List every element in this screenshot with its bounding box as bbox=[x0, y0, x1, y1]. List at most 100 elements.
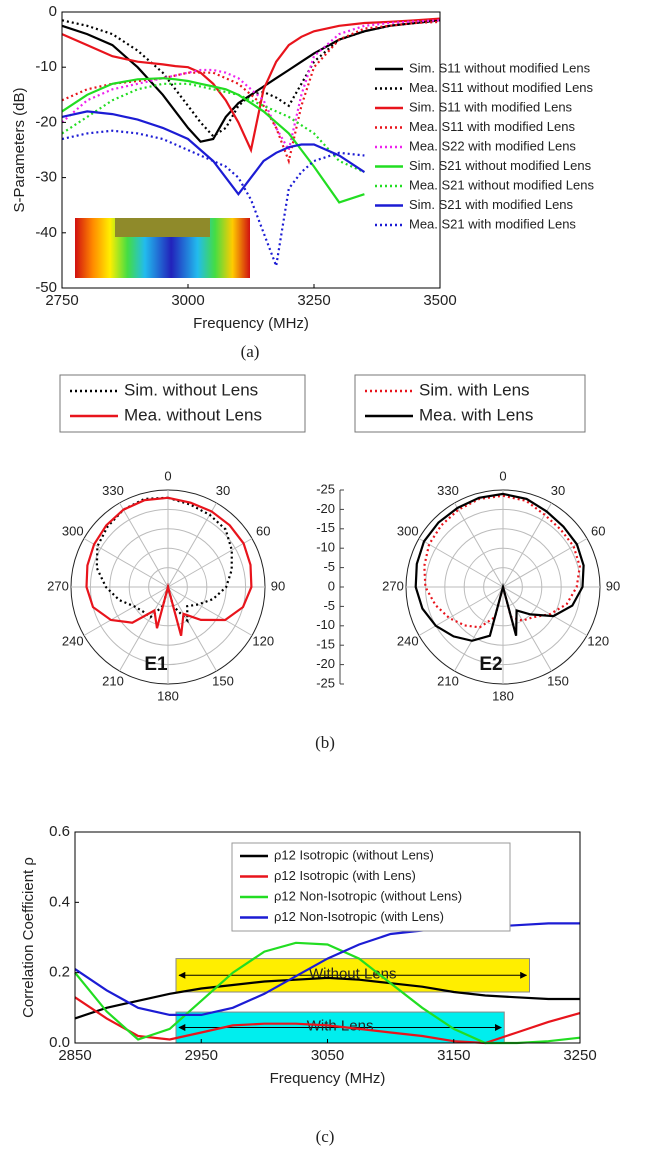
theta-tick-label: 150 bbox=[547, 674, 569, 689]
polar-annotation: E2 bbox=[479, 654, 502, 675]
legend-label: Mea. without Lens bbox=[124, 405, 262, 424]
r-tick-label: -20 bbox=[316, 501, 335, 516]
theta-tick-label: 0 bbox=[499, 468, 506, 483]
theta-tick-label: 30 bbox=[216, 483, 230, 498]
r-tick-label: -20 bbox=[316, 656, 335, 671]
x-tick-label: 2850 bbox=[58, 1047, 91, 1064]
polar-spoke bbox=[502, 586, 588, 636]
legend-label: Mea. S11 without modified Lens bbox=[409, 80, 594, 95]
y-axis-title: Correlation Coefficient ρ bbox=[20, 857, 37, 1018]
polar-spoke bbox=[502, 586, 552, 672]
caption: (c) bbox=[316, 1127, 335, 1146]
legend-label: Sim. with Lens bbox=[419, 380, 530, 399]
theta-tick-label: 270 bbox=[382, 578, 404, 593]
polar-spoke bbox=[167, 586, 253, 636]
plot-frame bbox=[61, 11, 441, 289]
x-tick-label: 3250 bbox=[297, 292, 330, 309]
y-tick-label: 0.2 bbox=[49, 964, 70, 981]
r-tick-label: -10 bbox=[316, 617, 335, 632]
theta-tick-label: 180 bbox=[157, 688, 179, 703]
theta-tick-label: 300 bbox=[62, 523, 84, 538]
theta-tick-label: 270 bbox=[47, 578, 69, 593]
x-tick-label: 3050 bbox=[311, 1047, 344, 1064]
r-tick-label: -25 bbox=[316, 675, 335, 690]
y-tick-label: -40 bbox=[35, 224, 57, 241]
polar-spoke bbox=[83, 586, 169, 636]
x-axis-title: Frequency (MHz) bbox=[193, 315, 309, 332]
legend-label: Sim. S21 with modified Lens bbox=[409, 197, 574, 212]
theta-tick-label: 330 bbox=[437, 483, 459, 498]
inset-field-map bbox=[75, 218, 250, 278]
series-line bbox=[74, 976, 580, 1020]
theta-tick-label: 180 bbox=[492, 688, 514, 703]
polar-spoke bbox=[502, 502, 552, 588]
series-line bbox=[61, 129, 365, 271]
polar-spoke bbox=[167, 502, 217, 588]
y-tick-label: 0 bbox=[49, 3, 57, 20]
r-tick-label: -5 bbox=[323, 598, 335, 613]
series-line bbox=[61, 20, 441, 165]
legend-label: Mea. with Lens bbox=[419, 405, 533, 424]
theta-tick-label: 60 bbox=[256, 523, 270, 538]
theta-tick-label: 90 bbox=[271, 578, 285, 593]
legend-label: Sim. S21 without modified Lens bbox=[409, 158, 592, 173]
series-line bbox=[414, 492, 585, 642]
legend-box bbox=[354, 374, 586, 433]
x-tick-label: 2950 bbox=[185, 1047, 218, 1064]
series-line bbox=[61, 110, 366, 197]
y-tick-label: -50 bbox=[35, 279, 57, 296]
polar-spoke bbox=[119, 586, 169, 672]
x-axis-title: Frequency (MHz) bbox=[270, 1070, 386, 1087]
legend-label: ρ12 Non-Isotropic (without Lens) bbox=[274, 888, 462, 903]
caption: (b) bbox=[315, 733, 335, 752]
series-line bbox=[61, 82, 365, 174]
x-tick-label: 3150 bbox=[437, 1047, 470, 1064]
polar-spoke bbox=[119, 502, 169, 588]
theta-tick-label: 0 bbox=[164, 468, 171, 483]
polar-annotation: E1 bbox=[144, 654, 168, 675]
polar-spoke bbox=[167, 538, 253, 588]
legend-label: ρ12 Non-Isotropic (with Lens) bbox=[274, 909, 444, 924]
inset-lens bbox=[115, 218, 210, 237]
polar-spoke bbox=[454, 502, 504, 588]
theta-tick-label: 330 bbox=[102, 483, 124, 498]
legend-label: Mea. S22 with modified Lens bbox=[409, 138, 576, 153]
theta-tick-label: 30 bbox=[551, 483, 565, 498]
legend-label: ρ12 Isotropic (without Lens) bbox=[274, 847, 434, 862]
x-tick-label: 3500 bbox=[423, 292, 456, 309]
series-line bbox=[85, 496, 253, 636]
polar-spoke bbox=[83, 538, 169, 588]
r-tick-label: -25 bbox=[316, 481, 335, 496]
x-tick-label: 3000 bbox=[171, 292, 204, 309]
y-axis-title: S-Parameters (dB) bbox=[11, 87, 28, 212]
y-tick-label: -10 bbox=[35, 58, 57, 75]
y-tick-label: 0.6 bbox=[49, 823, 70, 840]
r-tick-label: -10 bbox=[316, 540, 335, 555]
legend-label: Sim. without Lens bbox=[124, 380, 258, 399]
legend-label: Mea. S11 with modified Lens bbox=[409, 119, 575, 134]
polar-spoke bbox=[502, 538, 588, 588]
y-tick-label: -20 bbox=[35, 113, 57, 130]
x-tick-label: 3250 bbox=[563, 1047, 596, 1064]
polar-spoke bbox=[454, 586, 504, 672]
theta-tick-label: 90 bbox=[606, 578, 620, 593]
polar-spoke bbox=[418, 586, 504, 636]
polar-spoke bbox=[418, 538, 504, 588]
theta-tick-label: 210 bbox=[437, 674, 459, 689]
legend-box bbox=[231, 842, 511, 932]
legend-label: Mea. S21 without modified Lens bbox=[409, 177, 594, 192]
theta-tick-label: 300 bbox=[397, 523, 419, 538]
theta-tick-label: 120 bbox=[252, 633, 274, 648]
legend-label: Sim. S11 without modified Lens bbox=[409, 60, 591, 75]
legend-label: Mea. S21 with modified Lens bbox=[409, 216, 576, 231]
theta-tick-label: 240 bbox=[62, 633, 84, 648]
series-line bbox=[61, 17, 441, 154]
r-tick-label: -15 bbox=[316, 520, 335, 535]
series-line bbox=[61, 77, 365, 204]
theta-tick-label: 60 bbox=[591, 523, 605, 538]
theta-tick-label: 240 bbox=[397, 633, 419, 648]
theta-tick-label: 210 bbox=[102, 674, 124, 689]
series-line bbox=[61, 19, 441, 138]
x-tick-label: 2750 bbox=[45, 292, 78, 309]
series-line bbox=[74, 996, 581, 1045]
